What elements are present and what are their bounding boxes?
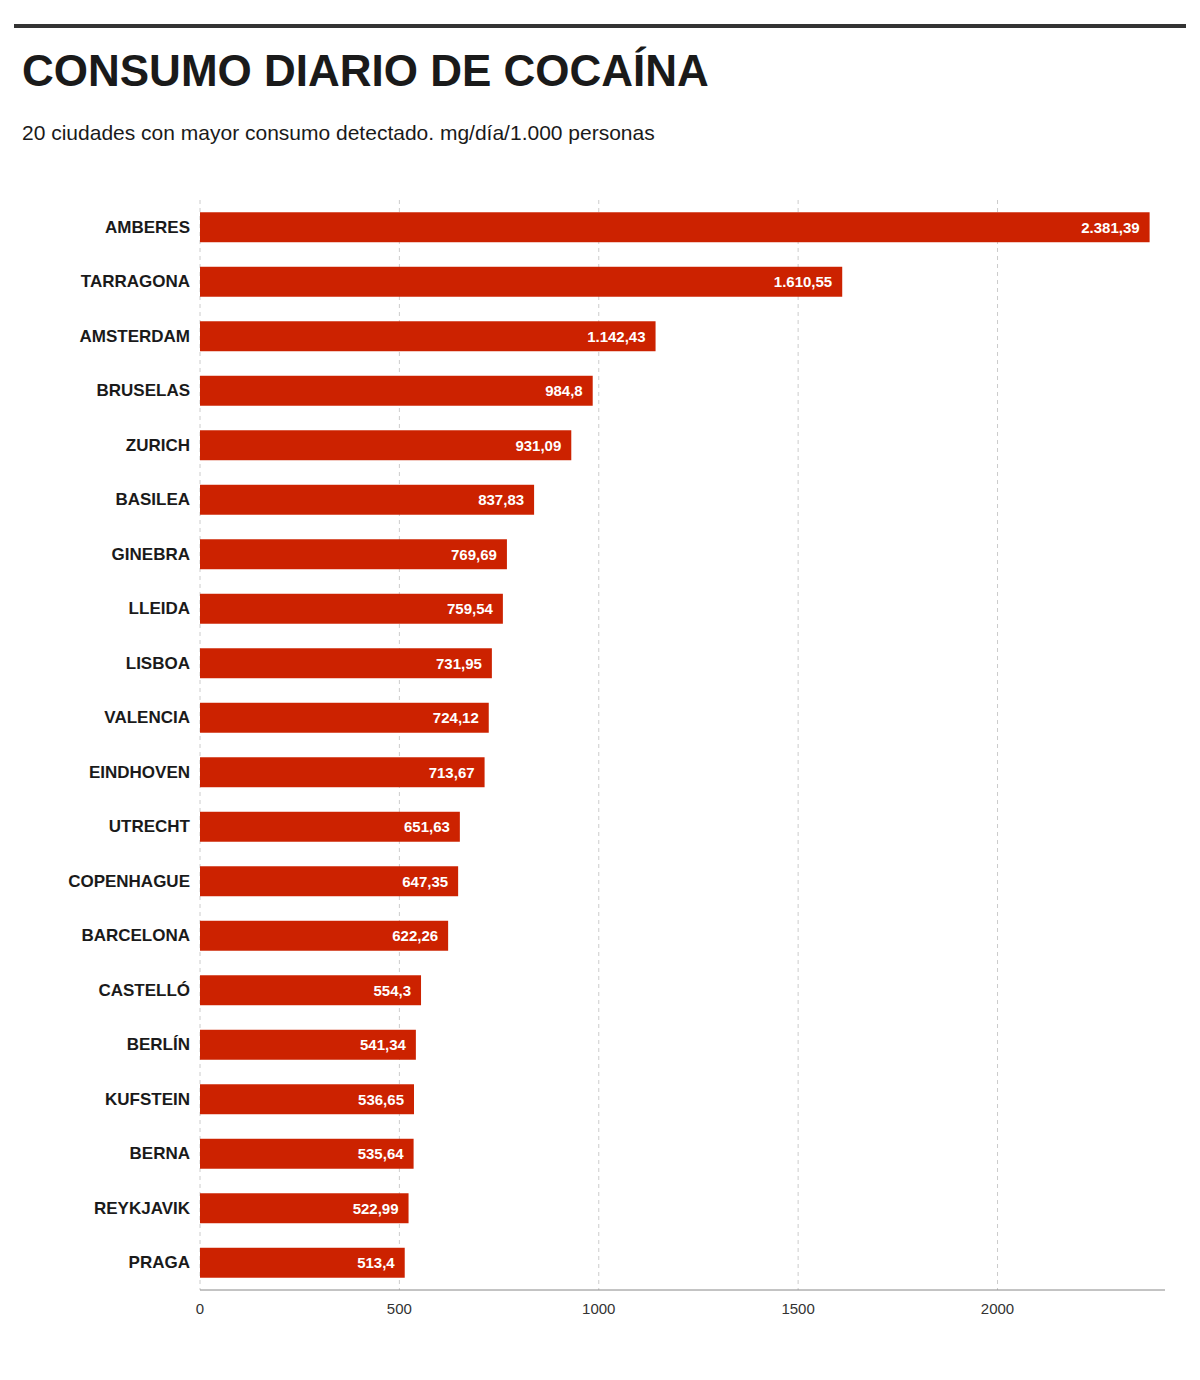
value-label: 541,34 [360,1036,407,1053]
bar [200,430,571,460]
bar [200,921,448,951]
category-label: TARRAGONA [81,272,190,291]
category-label: GINEBRA [112,545,190,564]
grid [200,200,998,1290]
value-label: 554,3 [373,982,411,999]
x-axis [200,1290,1165,1291]
category-label: LLEIDA [129,599,190,618]
bar [200,1084,414,1114]
category-label: BRUSELAS [96,381,190,400]
bar [200,539,507,569]
labels: AMBERES 2.381,39 TARRAGONA 1.610,55 AMSTERDA… [68,218,1139,1273]
bars [200,212,1150,1277]
value-label: 647,35 [402,873,448,890]
value-label: 622,26 [392,927,438,944]
category-label: BERLÍN [127,1035,190,1054]
value-label: 1.610,55 [774,273,832,290]
category-label: UTRECHT [109,817,191,836]
grid-line [399,200,400,1290]
value-label: 535,64 [358,1145,405,1162]
bar [200,267,842,297]
category-label: BARCELONA [81,926,190,945]
category-label: PRAGA [129,1253,190,1272]
value-label: 2.381,39 [1081,219,1139,236]
bar [200,812,460,842]
value-label: 513,4 [357,1254,395,1271]
bar [200,1193,409,1223]
value-label: 984,8 [545,382,583,399]
grid-line [997,200,998,1290]
bar [200,975,421,1005]
bar [200,703,489,733]
grid-line [598,200,599,1290]
category-label: BASILEA [115,490,190,509]
value-label: 1.142,43 [587,328,645,345]
bar [200,321,656,351]
value-label: 837,83 [478,491,524,508]
value-label: 759,54 [447,600,494,617]
bar [200,757,485,787]
value-label: 536,65 [358,1091,404,1108]
category-label: BERNA [130,1144,190,1163]
value-label: 713,67 [429,764,475,781]
category-label: AMSTERDAM [80,327,191,346]
grid-line [200,200,201,1290]
value-label: 724,12 [433,709,479,726]
x-tick-label: 2000 [981,1300,1014,1317]
bar [200,376,593,406]
x-tick-label: 1000 [582,1300,615,1317]
value-label: 522,99 [353,1200,399,1217]
bar [200,485,534,515]
category-label: AMBERES [105,218,190,237]
category-label: ZURICH [126,436,190,455]
subtitle: 20 ciudades con mayor consumo detectado.… [22,121,655,144]
value-label: 651,63 [404,818,450,835]
bar [200,1248,405,1278]
category-label: COPENHAGUE [68,872,190,891]
category-label: LISBOA [126,654,190,673]
category-label: REYKJAVIK [94,1199,191,1218]
category-label: EINDHOVEN [89,763,190,782]
bar [200,866,458,896]
category-label: KUFSTEIN [105,1090,190,1109]
bar [200,594,503,624]
bar [200,212,1150,242]
title: CONSUMO DIARIO DE COCAÍNA [22,46,709,95]
top-rule [14,24,1186,28]
value-label: 769,69 [451,546,497,563]
x-tick-label: 500 [387,1300,412,1317]
grid-line [798,200,799,1290]
category-label: CASTELLÓ [98,981,190,1000]
value-label: 931,09 [515,437,561,454]
bar [200,1030,416,1060]
category-label: VALENCIA [104,708,190,727]
bar [200,648,492,678]
bar [200,1139,414,1169]
value-label: 731,95 [436,655,482,672]
chart: CONSUMO DIARIO DE COCAÍNA 20 ciudades con… [0,0,1200,1380]
x-tick-label: 0 [196,1300,204,1317]
x-tick-label: 1500 [781,1300,814,1317]
